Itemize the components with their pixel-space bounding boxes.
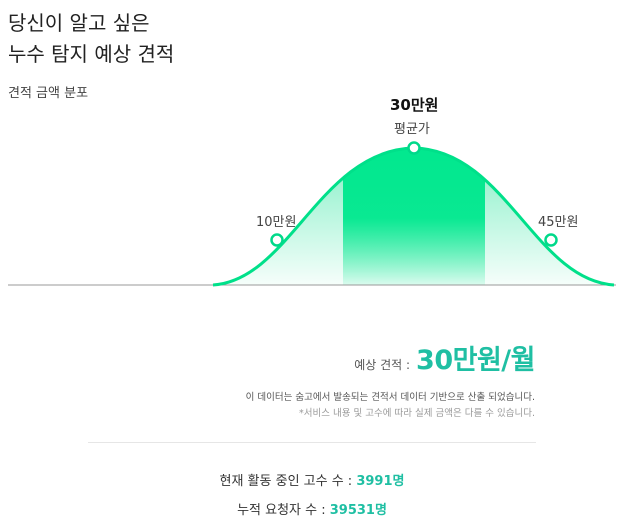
requests-label: 누적 요청자 수 : bbox=[237, 503, 326, 518]
estimate-row: 예상 견적 : 30만원/월 bbox=[354, 338, 535, 377]
price-disclaimer: *서비스 내용 및 고수에 따라 실제 금액은 다를 수 있습니다. bbox=[299, 408, 535, 419]
data-source-note: 이 데이터는 숨고에서 발송되는 견적서 데이터 기반으로 산출 되었습니다. bbox=[245, 392, 535, 403]
marker-average bbox=[407, 141, 421, 155]
requests-stat: 누적 요청자 수 : 39531명 bbox=[0, 499, 624, 518]
curve-fill-band bbox=[343, 148, 485, 285]
section-divider bbox=[88, 442, 536, 443]
headline-line-1: 당신이 알고 싶은 bbox=[8, 11, 150, 35]
estimate-label: 예상 견적 : bbox=[354, 358, 411, 372]
distribution-curve-graphic bbox=[8, 141, 616, 287]
headline-line-2: 누수 탐지 예상 견적 bbox=[8, 42, 175, 66]
active-pros-label: 현재 활동 중인 고수 수 : bbox=[219, 474, 353, 489]
requests-value: 39531명 bbox=[329, 503, 387, 518]
average-price-caption: 평균가 bbox=[394, 122, 430, 137]
marker-high bbox=[544, 233, 558, 247]
high-price-label: 45만원 bbox=[538, 215, 579, 230]
price-distribution-chart bbox=[0, 90, 624, 300]
active-pros-value: 3991명 bbox=[356, 474, 405, 489]
distribution-label: 견적 금액 분포 bbox=[8, 86, 89, 101]
active-pros-stat: 현재 활동 중인 고수 수 : 3991명 bbox=[0, 470, 624, 489]
estimate-value: 30만원/월 bbox=[416, 345, 535, 376]
page-title: 당신이 알고 싶은 누수 탐지 예상 견적 bbox=[8, 8, 174, 70]
low-price-label: 10만원 bbox=[256, 215, 297, 230]
marker-low bbox=[270, 233, 284, 247]
average-price-value: 30만원 bbox=[390, 96, 439, 114]
